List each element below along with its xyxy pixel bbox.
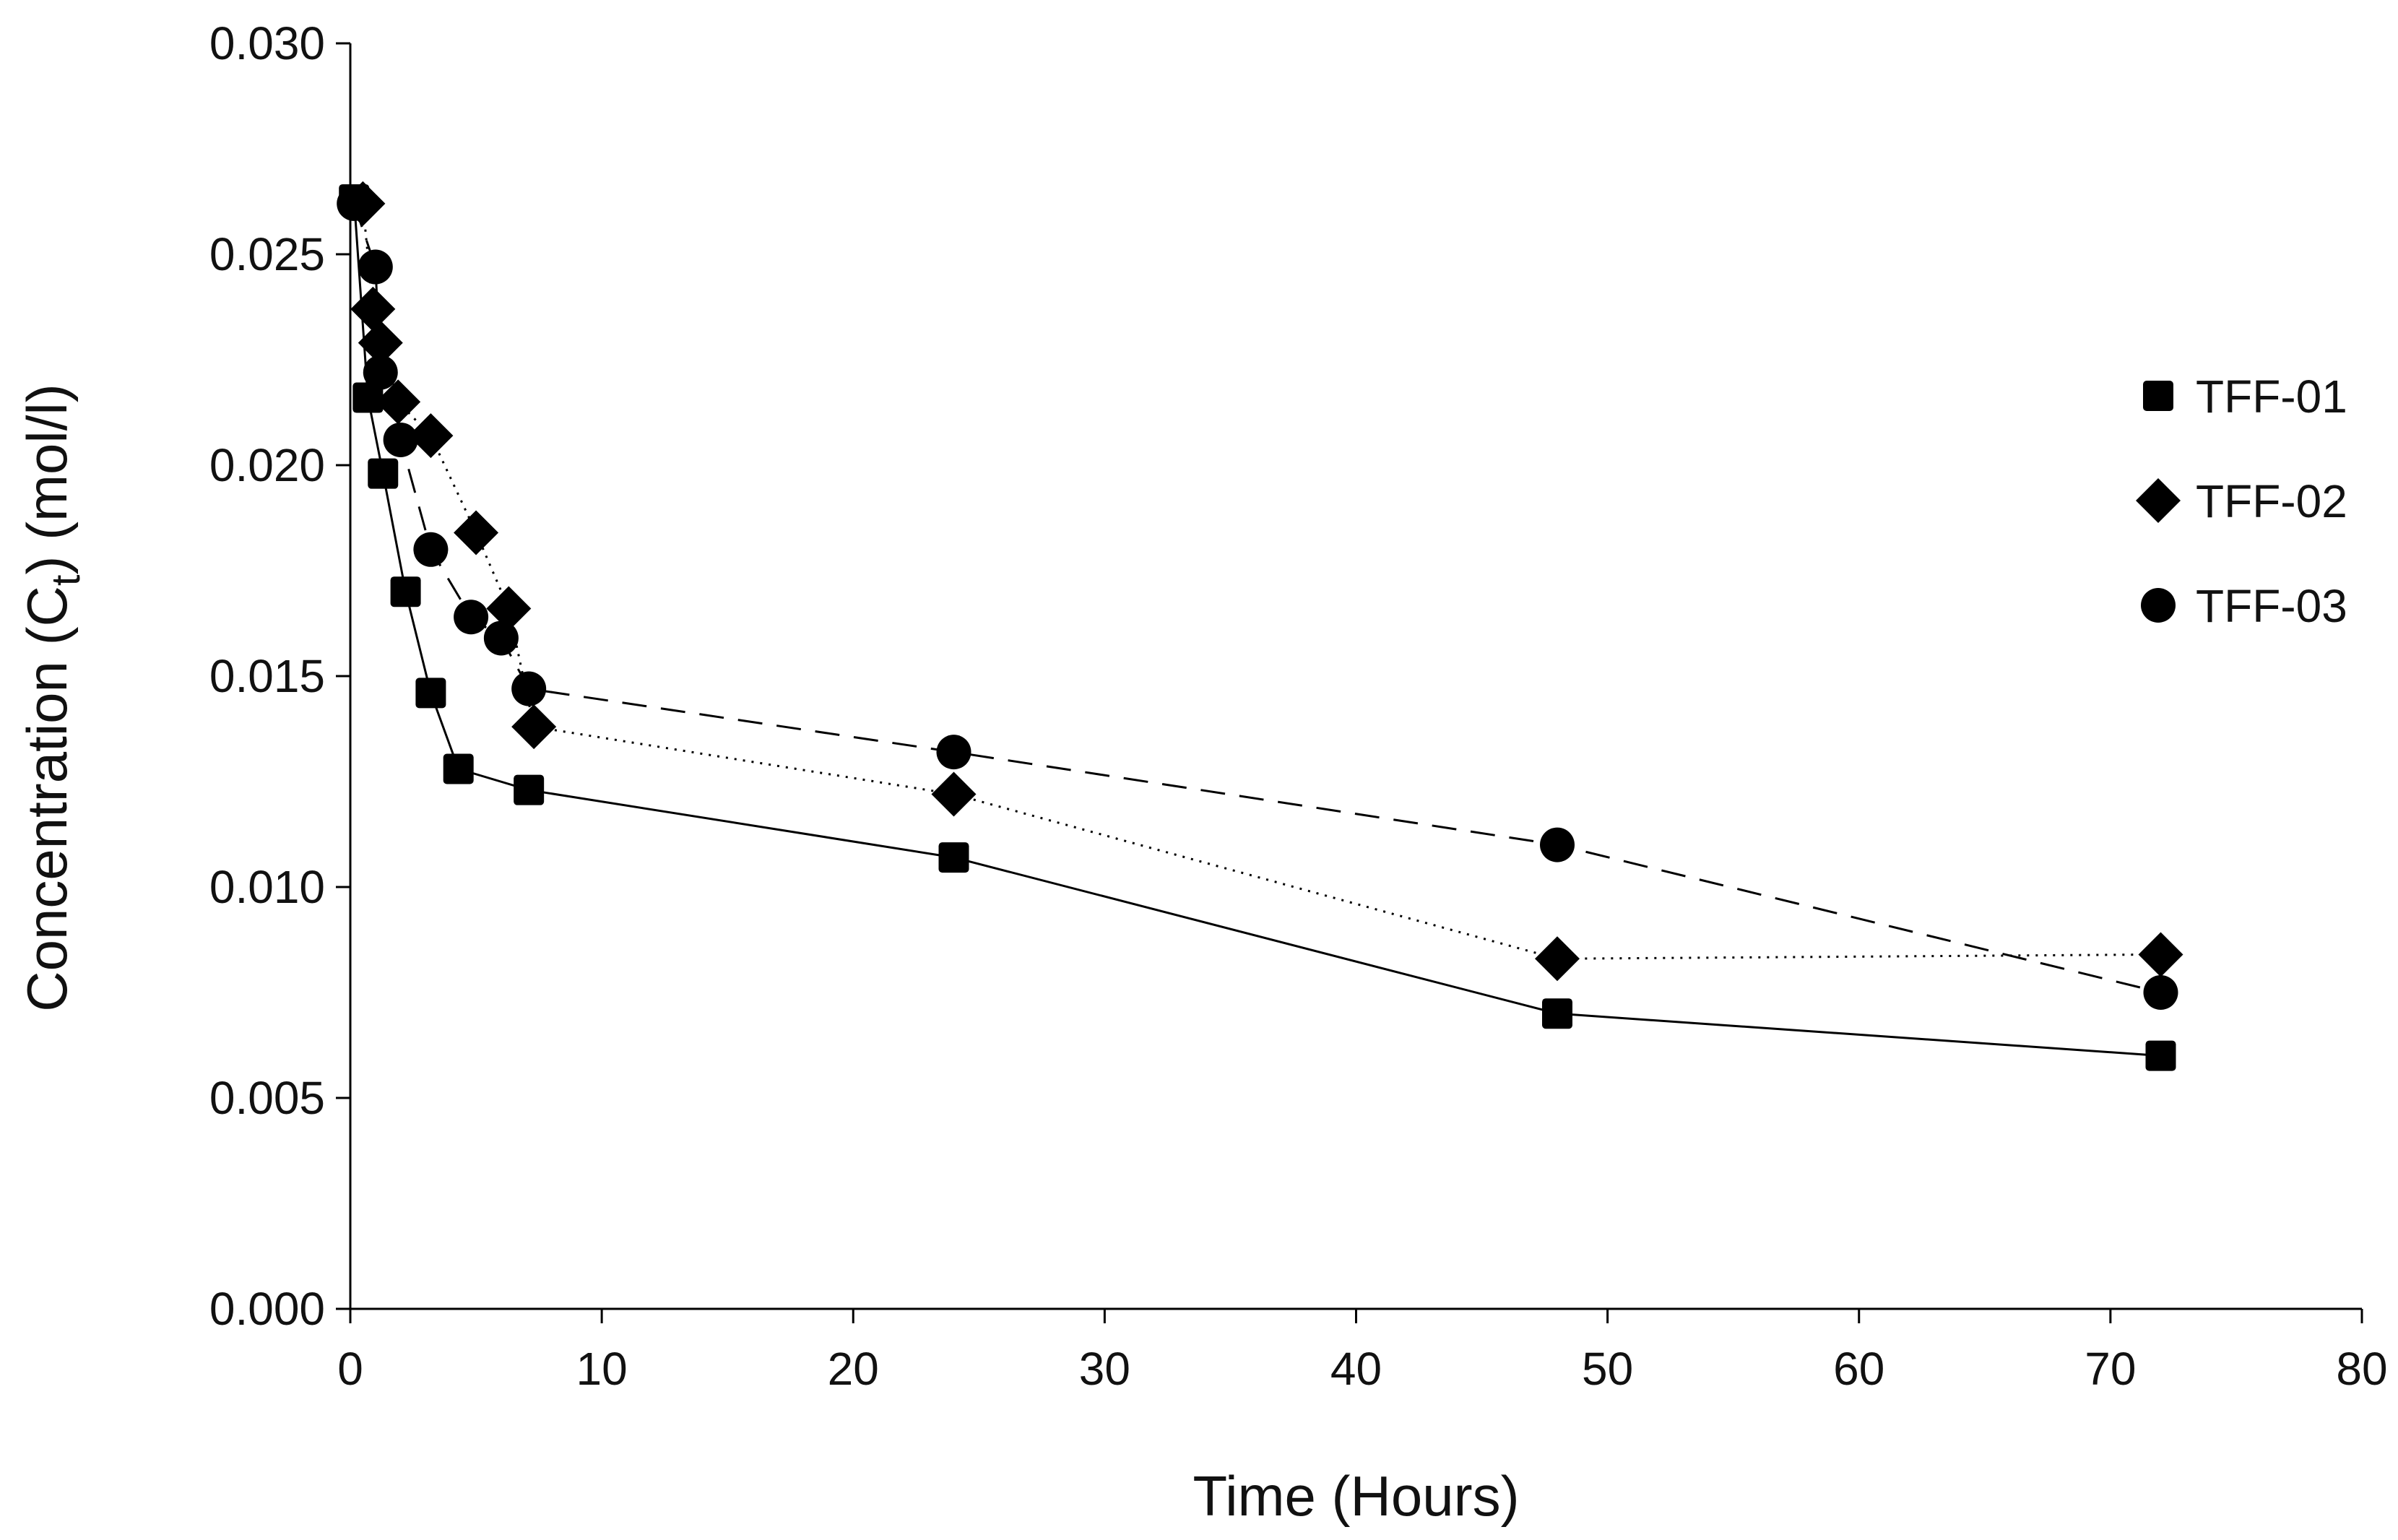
y-axis-title-tail: ) (mol/l)	[15, 384, 79, 574]
legend-entry-tff-03: TFF-03	[2141, 580, 2347, 632]
legend-marker-diamond-icon	[2136, 478, 2181, 523]
data-point-tff-03	[454, 600, 489, 635]
data-point-tff-03	[383, 422, 418, 457]
data-point-tff-01	[352, 382, 384, 413]
data-point-tff-02	[350, 286, 396, 332]
legend-circle-icon	[2141, 588, 2176, 623]
x-tick-label: 30	[1079, 1343, 1130, 1395]
legend-entry-tff-01: TFF-01	[2143, 371, 2347, 423]
y-tick-label: 0.000	[209, 1283, 325, 1335]
x-tick-label: 80	[2336, 1343, 2387, 1395]
x-tick-label: 0	[337, 1343, 363, 1395]
data-point-tff-02	[1535, 936, 1580, 982]
data-point-tff-01	[514, 774, 545, 805]
legend-label-tff-03: TFF-03	[2196, 580, 2347, 632]
x-tick-label: 60	[1833, 1343, 1884, 1395]
series-markers	[337, 181, 2183, 1071]
data-point-tff-01	[938, 842, 969, 873]
y-tick-label: 0.015	[209, 650, 325, 702]
data-point-tff-01	[443, 753, 474, 784]
y-tick-label: 0.030	[209, 17, 325, 69]
data-point-tff-02	[931, 771, 977, 817]
x-tick-label: 70	[2085, 1343, 2136, 1395]
data-point-tff-02	[2138, 932, 2183, 977]
data-point-tff-01	[2145, 1040, 2176, 1071]
data-point-tff-03	[413, 532, 449, 567]
data-point-tff-01	[415, 678, 446, 709]
legend-label-tff-01: TFF-01	[2196, 371, 2347, 423]
data-point-tff-02	[408, 413, 454, 459]
data-point-tff-02	[358, 320, 403, 365]
legend-label-tff-02: TFF-02	[2196, 475, 2347, 527]
x-axis-title: Time (Hours)	[1192, 1464, 1519, 1528]
data-point-tff-01	[1542, 998, 1572, 1029]
data-point-tff-02	[454, 510, 499, 555]
x-tick-label: 10	[576, 1343, 628, 1395]
data-point-tff-03	[1540, 827, 1575, 862]
data-point-tff-03	[358, 249, 393, 285]
data-point-tff-01	[390, 576, 421, 607]
y-tick-label: 0.020	[209, 439, 325, 491]
axes: 0 10 20 30 40 50 60 70 80 0.000 0.005 0.010 0.015 0.0…	[209, 17, 2388, 1395]
legend-marker-circle-icon	[2141, 588, 2176, 623]
data-point-tff-03	[363, 355, 398, 390]
data-point-tff-02	[376, 379, 421, 425]
data-point-tff-03	[483, 620, 519, 656]
y-axis-title: Concentration (Ct) (mol/l)	[15, 384, 88, 1011]
x-tick-label: 50	[1582, 1343, 1633, 1395]
y-axis-title-main: Concentration (C	[15, 586, 79, 1012]
series-line-tff-01	[352, 199, 2161, 1057]
data-point-tff-03	[936, 735, 971, 770]
y-tick-label: 0.025	[209, 228, 325, 280]
legend-square-icon	[2143, 381, 2173, 411]
data-point-tff-02	[486, 586, 532, 631]
y-tick-label: 0.010	[209, 861, 325, 913]
y-axis-title-subscript: t	[43, 574, 88, 586]
legend-diamond-icon	[2136, 478, 2181, 523]
legend-marker-square-icon	[2143, 381, 2173, 411]
data-point-tff-03	[511, 671, 547, 706]
data-point-tff-02	[511, 704, 557, 750]
x-tick-label: 20	[828, 1343, 879, 1395]
legend-entry-tff-02: TFF-02	[2136, 475, 2347, 527]
data-point-tff-03	[337, 186, 372, 221]
x-tick-label: 40	[1330, 1343, 1382, 1395]
data-point-tff-03	[2143, 975, 2178, 1010]
data-point-tff-01	[368, 458, 399, 489]
legend: TFF-01 TFF-02 TFF-03	[2136, 371, 2347, 632]
y-tick-label: 0.005	[209, 1072, 325, 1124]
